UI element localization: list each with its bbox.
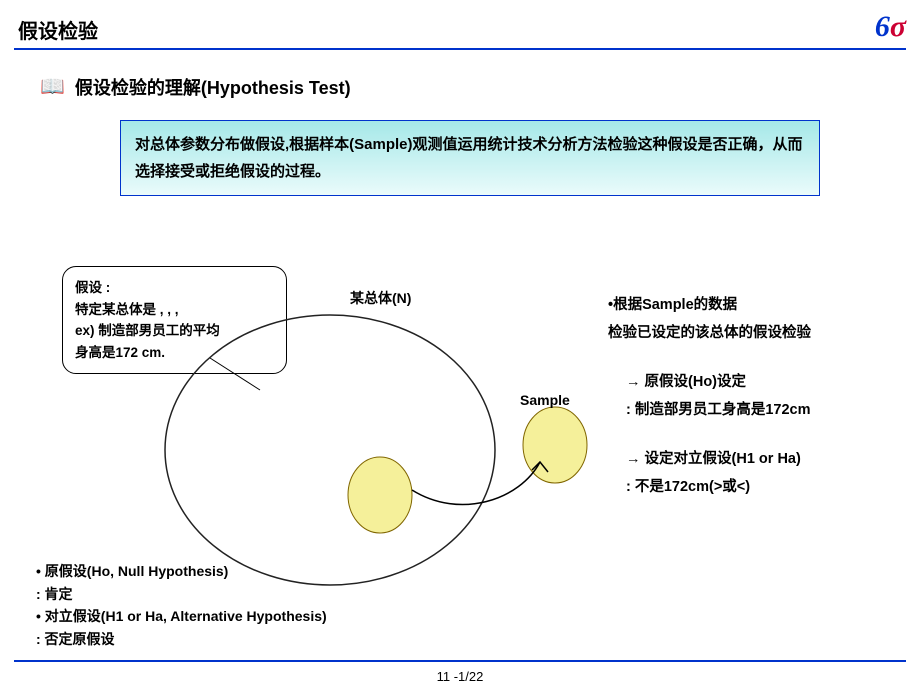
right-line: → 原假设(Ho)设定 <box>626 369 908 397</box>
population-label: 某总体(N) <box>350 288 411 308</box>
bottom-notes: • 原假设(Ho, Null Hypothesis) : 肯定 • 对立假设(H… <box>36 560 327 650</box>
right-line: •根据Sample的数据 <box>608 292 908 320</box>
right-line: : 制造部男员工身高是172cm <box>626 397 908 425</box>
callout-tail <box>210 358 260 390</box>
header-rule <box>14 48 906 50</box>
population-ellipse <box>165 315 495 585</box>
note-line: • 原假设(Ho, Null Hypothesis) <box>36 560 327 582</box>
outer-sample-ellipse <box>523 407 587 483</box>
note-line: • 对立假设(H1 or Ha, Alternative Hypothesis) <box>36 605 327 627</box>
logo-six: 6 <box>875 10 890 43</box>
logo-sigma: σ <box>890 10 906 43</box>
sample-arrow <box>412 462 540 505</box>
section-title: 假设检验的理解(Hypothesis Test) <box>75 74 351 100</box>
book-icon: 📖 <box>40 77 65 97</box>
definition-box: 对总体参数分布做假设,根据样本(Sample)观测值运用统计技术分析方法检验这种… <box>120 120 820 196</box>
slide-title: 假设检验 <box>18 15 98 44</box>
sample-label: Sample <box>520 392 570 408</box>
section-heading: 📖 假设检验的理解(Hypothesis Test) <box>40 74 920 100</box>
diagram-area: 假设 : 特定某总体是 , , , ex) 制造部男员工的平均 身高是172 c… <box>0 240 920 610</box>
note-line: : 否定原假设 <box>36 628 327 650</box>
right-line: : 不是172cm(>或<) <box>626 474 908 502</box>
right-explanation: •根据Sample的数据 检验已设定的该总体的假设检验 → 原假设(Ho)设定 … <box>608 292 908 501</box>
note-line: : 肯定 <box>36 583 327 605</box>
slide-header: 假设检验 6σ <box>0 0 920 44</box>
page-number: 11 -1/22 <box>0 669 920 684</box>
right-line: → 设定对立假设(H1 or Ha) <box>626 446 908 474</box>
footer-rule <box>14 660 906 662</box>
right-line: 检验已设定的该总体的假设检验 <box>608 320 908 348</box>
inner-sample-ellipse <box>348 457 412 533</box>
six-sigma-logo: 6σ <box>875 10 906 44</box>
